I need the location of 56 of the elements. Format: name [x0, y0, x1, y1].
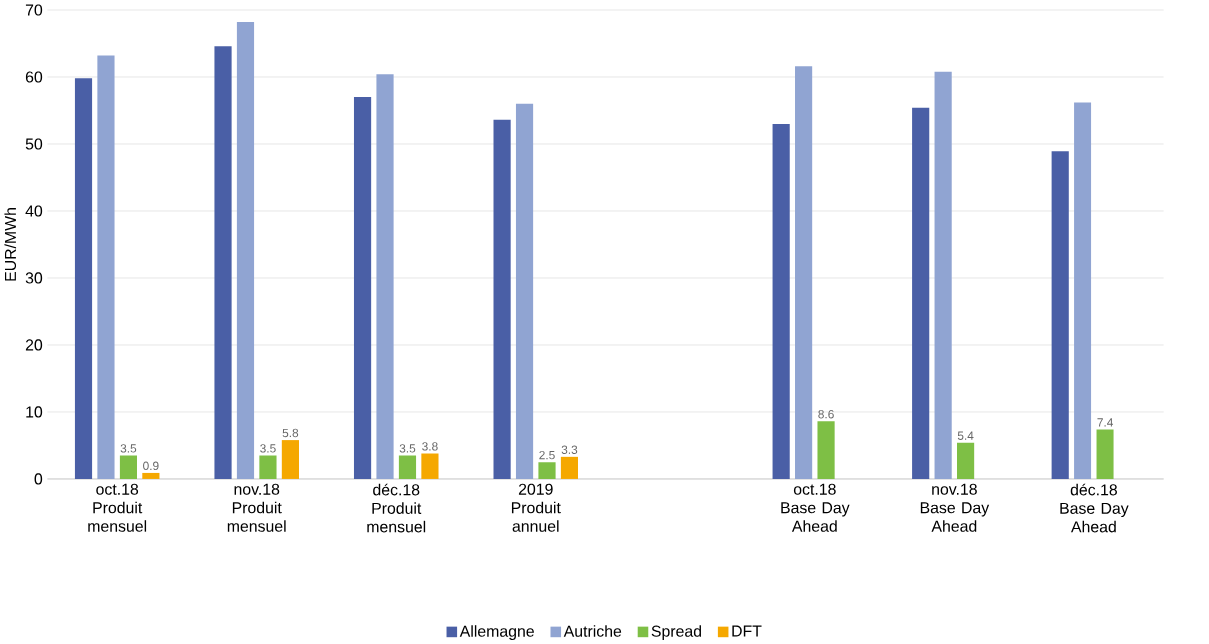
bar — [142, 472, 160, 479]
x-tick-label: déc.18 Produit mensuel — [367, 483, 426, 533]
bar — [259, 455, 277, 479]
legend-label: Autriche — [563, 625, 622, 637]
bar — [74, 78, 93, 479]
y-axis-title: EUR/MWh — [4, 208, 17, 281]
legend-label: Allemagne — [459, 625, 534, 640]
bar — [281, 440, 299, 479]
data-label: 3.5 — [260, 444, 276, 453]
bar — [119, 455, 137, 479]
bar — [538, 462, 556, 479]
y-tick-label: 40 — [25, 205, 43, 217]
bar — [214, 46, 232, 479]
y-tick-label: 20 — [25, 339, 43, 351]
x-tick-label: déc.18 Base Day Ahead — [1060, 483, 1129, 533]
data-label: 5.8 — [282, 428, 299, 438]
x-tick-label: nov.18 Base Day Ahead — [920, 483, 990, 532]
bar — [772, 123, 790, 479]
data-label: 3.5 — [399, 444, 416, 453]
x-tick-label: oct.18 Base Day Ahead — [781, 483, 850, 532]
bar — [817, 421, 835, 479]
legend-label: Spread — [651, 625, 701, 640]
data-label: 3.3 — [561, 445, 578, 454]
y-tick-label: 50 — [25, 138, 43, 150]
data-label: 3.5 — [120, 444, 137, 453]
bar — [97, 55, 115, 479]
x-tick-label: nov.18 Produit mensuel — [227, 483, 286, 532]
bar — [1074, 102, 1092, 479]
bar — [236, 22, 255, 479]
bar — [957, 442, 975, 479]
y-tick-label: 70 — [25, 4, 43, 16]
bar — [353, 97, 372, 479]
y-tick-label: 10 — [26, 406, 43, 418]
bar — [421, 453, 439, 479]
bar — [493, 119, 511, 479]
data-label: 8.6 — [818, 410, 834, 419]
bar — [795, 66, 813, 479]
bar — [515, 103, 534, 479]
bar — [1096, 429, 1114, 479]
legend-label: DFT — [732, 625, 762, 637]
data-label: 0.9 — [143, 461, 159, 471]
bar — [560, 456, 579, 479]
bar — [376, 74, 394, 479]
data-label: 3.8 — [422, 442, 438, 451]
bar — [1051, 151, 1069, 479]
x-tick-label: 2019 Produit annuel — [511, 483, 561, 532]
y-tick-label: 60 — [25, 71, 43, 83]
bar — [934, 71, 952, 479]
y-tick-label: 30 — [25, 272, 43, 284]
data-label: 2.5 — [539, 450, 555, 460]
x-tick-label: oct.18 Produit mensuel — [88, 483, 147, 532]
data-label: 5.4 — [957, 431, 974, 440]
y-tick-label: 0 — [34, 473, 43, 485]
bar — [398, 455, 417, 479]
data-label: 7.4 — [1097, 418, 1114, 427]
bar — [912, 107, 930, 479]
